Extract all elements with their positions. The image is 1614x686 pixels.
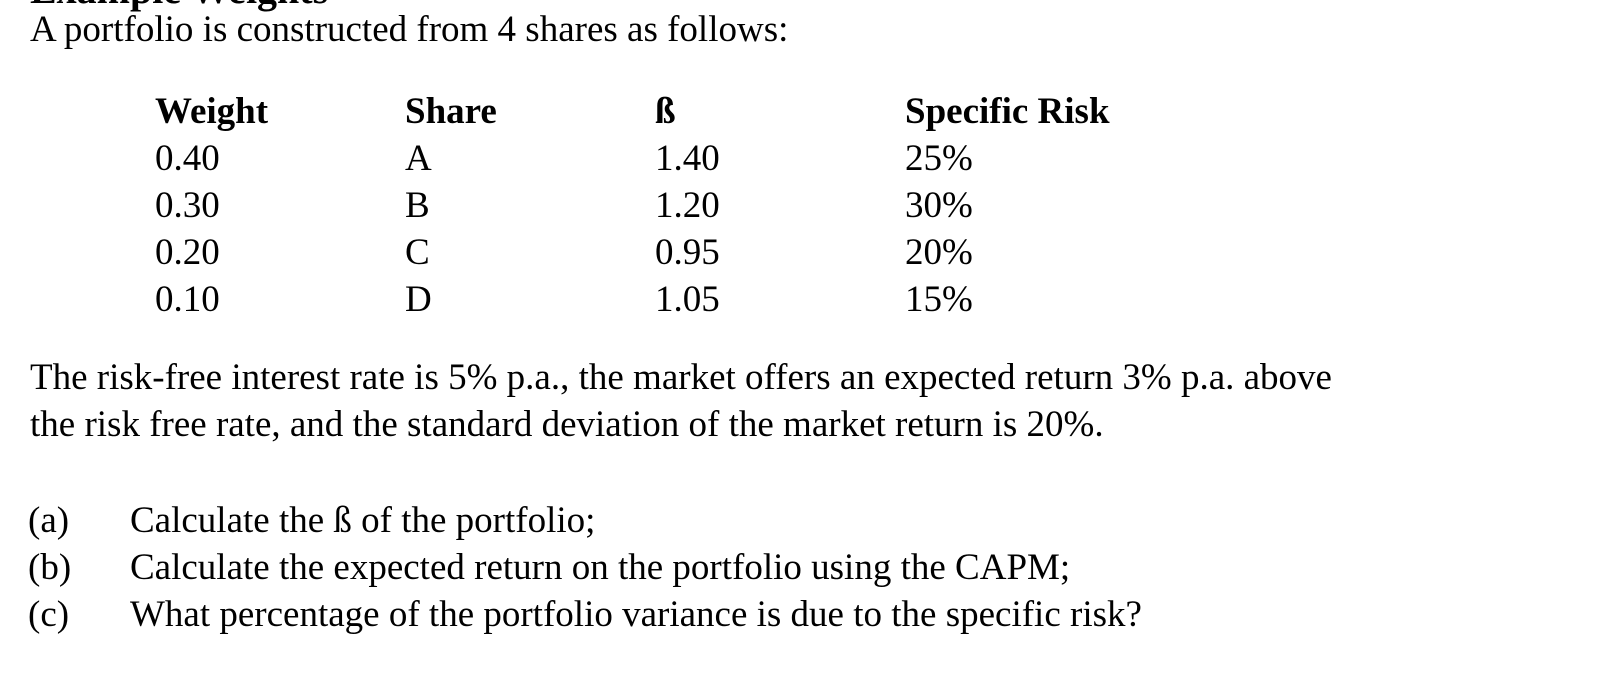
paragraph-line: The risk-free interest rate is 5% p.a., … — [30, 357, 1332, 398]
header-weight: Weight — [155, 91, 269, 132]
question-text: Calculate the ß of the portfolio; — [130, 500, 596, 541]
question-label: (b) — [28, 547, 72, 588]
table-row: 0.30 B 1.20 30% — [155, 182, 1305, 229]
beta-cell: 1.40 — [655, 138, 720, 179]
share-cell: B — [405, 185, 430, 226]
header-share: Share — [405, 91, 497, 132]
portfolio-table: Weight Share ß Specific Risk 0.40 A 1.40… — [155, 88, 1305, 323]
weight-cell: 0.20 — [155, 232, 220, 273]
share-cell: D — [405, 279, 432, 320]
clipped-heading: Example Weights — [30, 0, 328, 10]
question-label: (c) — [28, 594, 70, 635]
header-beta: ß — [655, 91, 676, 132]
specific-risk-cell: 15% — [905, 279, 973, 320]
table-header-row: Weight Share ß Specific Risk — [155, 88, 1305, 135]
paragraph-line: the risk free rate, and the standard dev… — [30, 404, 1104, 445]
table-row: 0.40 A 1.40 25% — [155, 135, 1305, 182]
table-row: 0.10 D 1.05 15% — [155, 276, 1305, 323]
beta-cell: 1.05 — [655, 279, 720, 320]
table-row: 0.20 C 0.95 20% — [155, 229, 1305, 276]
question-item: (c) What percentage of the portfolio var… — [28, 591, 1142, 638]
question-label: (a) — [28, 500, 70, 541]
specific-risk-cell: 25% — [905, 138, 973, 179]
question-text: Calculate the expected return on the por… — [130, 547, 1071, 588]
weight-cell: 0.10 — [155, 279, 220, 320]
weight-cell: 0.40 — [155, 138, 220, 179]
question-text: What percentage of the portfolio varianc… — [130, 594, 1142, 635]
specific-risk-cell: 20% — [905, 232, 973, 273]
share-cell: A — [405, 138, 432, 179]
question-list: (a) Calculate the ß of the portfolio; (b… — [28, 497, 1142, 638]
beta-cell: 1.20 — [655, 185, 720, 226]
question-item: (a) Calculate the ß of the portfolio; — [28, 497, 1142, 544]
question-item: (b) Calculate the expected return on the… — [28, 544, 1142, 591]
header-specific-risk: Specific Risk — [905, 91, 1110, 132]
intro-text: A portfolio is constructed from 4 shares… — [30, 9, 789, 50]
weight-cell: 0.30 — [155, 185, 220, 226]
market-paragraph: The risk-free interest rate is 5% p.a., … — [30, 354, 1332, 448]
specific-risk-cell: 30% — [905, 185, 973, 226]
beta-cell: 0.95 — [655, 232, 720, 273]
share-cell: C — [405, 232, 430, 273]
